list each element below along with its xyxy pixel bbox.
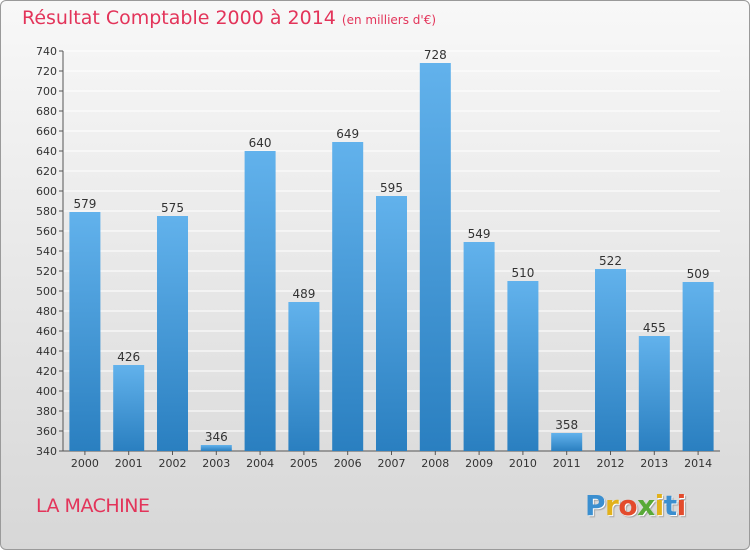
y-tick-label: 660 [36, 125, 57, 138]
bar-value-label: 595 [380, 181, 403, 195]
bar [69, 212, 101, 451]
bar-value-label: 510 [511, 266, 534, 280]
x-tick-label: 2002 [159, 457, 187, 470]
y-tick-label: 340 [36, 445, 57, 458]
bar [419, 63, 451, 451]
y-tick-label: 620 [36, 165, 57, 178]
y-tick-label: 600 [36, 185, 57, 198]
x-tick-label: 2011 [553, 457, 581, 470]
y-tick-label: 720 [36, 65, 57, 78]
y-tick-label: 520 [36, 265, 57, 278]
logo-letter: x [637, 489, 655, 522]
y-tick-label: 700 [36, 85, 57, 98]
logo-letter: o [618, 489, 638, 522]
x-tick-label: 2003 [202, 457, 230, 470]
x-tick-label: 2000 [71, 457, 99, 470]
y-tick-label: 400 [36, 385, 57, 398]
chart-title: Résultat Comptable 2000 à 2014 (en millie… [22, 7, 436, 29]
y-tick-label: 740 [36, 45, 57, 58]
chart-title-unit: (en milliers d'€) [341, 13, 437, 27]
x-tick-label: 2010 [509, 457, 537, 470]
y-tick-label: 560 [36, 225, 57, 238]
y-tick-label: 380 [36, 405, 57, 418]
y-tick-label: 640 [36, 145, 57, 158]
x-tick-label: 2014 [684, 457, 712, 470]
logo-letter: i [676, 489, 687, 522]
proxiti-logo: Proxiti [585, 489, 686, 522]
bar [244, 151, 276, 451]
bar-value-label: 522 [599, 254, 622, 268]
bar-value-label: 649 [336, 127, 359, 141]
y-tick-label: 440 [36, 345, 57, 358]
chart-title-main: Résultat Comptable 2000 à 2014 [22, 7, 336, 29]
bar [332, 142, 364, 451]
bar-value-label: 579 [73, 197, 96, 211]
bar-value-label: 575 [161, 201, 184, 215]
y-tick-label: 420 [36, 365, 57, 378]
logo-letter: t [663, 489, 677, 522]
x-tick-label: 2012 [597, 457, 625, 470]
y-tick-label: 460 [36, 325, 57, 338]
y-tick-label: 680 [36, 105, 57, 118]
x-tick-label: 2005 [290, 457, 318, 470]
bar [376, 196, 407, 451]
y-tick-label: 480 [36, 305, 57, 318]
x-tick-label: 2007 [378, 457, 406, 470]
bar-value-label: 426 [117, 350, 140, 364]
bar-value-label: 358 [555, 418, 578, 432]
logo-letter: i [654, 489, 665, 522]
bar [463, 242, 495, 451]
bar-value-label: 728 [424, 48, 447, 62]
bar [682, 282, 714, 451]
commune-name: LA MACHINE [36, 495, 150, 517]
logo-letter: r [605, 489, 619, 522]
y-tick-label: 500 [36, 285, 57, 298]
bar [200, 445, 232, 451]
bar [551, 433, 583, 451]
bar-value-label: 455 [643, 321, 666, 335]
bar-value-label: 640 [249, 136, 272, 150]
y-tick-label: 540 [36, 245, 57, 258]
x-tick-label: 2001 [115, 457, 143, 470]
y-tick-label: 580 [36, 205, 57, 218]
bar-value-label: 489 [292, 287, 315, 301]
bar [507, 281, 539, 451]
bar [288, 302, 320, 451]
bar-value-label: 509 [687, 267, 710, 281]
bar [157, 216, 188, 451]
bar [595, 269, 626, 451]
x-tick-label: 2008 [421, 457, 449, 470]
logo-letter: P [585, 489, 606, 522]
x-tick-label: 2013 [640, 457, 668, 470]
bar [638, 336, 670, 451]
x-tick-label: 2009 [465, 457, 493, 470]
x-tick-label: 2004 [246, 457, 274, 470]
bar [113, 365, 145, 451]
bar-value-label: 549 [468, 227, 491, 241]
bar-value-label: 346 [205, 430, 228, 444]
y-tick-label: 360 [36, 425, 57, 438]
x-tick-label: 2006 [334, 457, 362, 470]
